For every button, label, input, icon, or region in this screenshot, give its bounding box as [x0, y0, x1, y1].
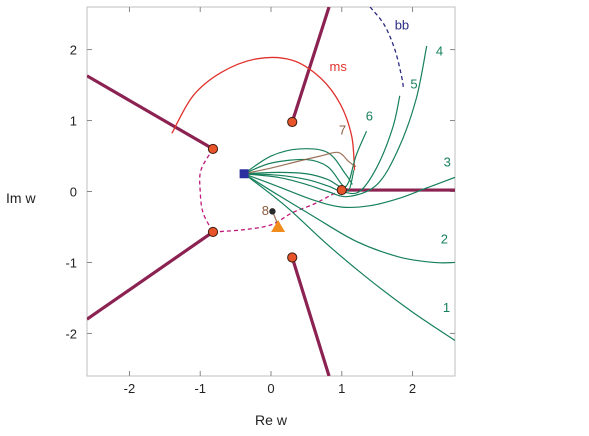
dot-marker [269, 208, 276, 215]
axis-ticks: -2 -1 0 1 2 -2 -1 0 1 2 [65, 7, 455, 396]
branch-point-2 [287, 116, 298, 128]
curve-labels: ms bb 4 5 6 7 3 8 2 1 [262, 18, 451, 315]
branch-cut-1 [87, 74, 214, 151]
x-tick-label: -1 [194, 381, 206, 396]
y-tick-label: 2 [70, 43, 77, 58]
branch-point-1 [207, 143, 219, 155]
curve-1 [243, 173, 455, 342]
curve-4 [244, 45, 428, 198]
curves [171, 7, 455, 342]
y-tick-label: -1 [65, 255, 77, 270]
branch-point-5 [207, 226, 219, 238]
curve-label-5: 5 [410, 77, 417, 92]
curve-6 [244, 130, 368, 188]
curve-label-7: 7 [339, 123, 346, 138]
curve-unnamed-3 [212, 189, 343, 233]
x-axis-title: Re w [255, 412, 288, 428]
y-axis-title: Im w [6, 190, 36, 206]
y-tick-label: 1 [70, 114, 77, 129]
curve-bb [369, 7, 404, 89]
curve-label-8: 8 [262, 203, 269, 218]
curve-3 [243, 173, 455, 209]
y-tick-label: 0 [70, 185, 77, 200]
branch-cut-2 [290, 7, 331, 123]
curve-label-6: 6 [366, 109, 373, 124]
x-tick-label: 2 [409, 381, 416, 396]
curve-unnamed-11 [243, 148, 353, 185]
x-tick-label: 0 [267, 381, 274, 396]
branch-cuts [87, 7, 455, 376]
x-tick-label: 1 [338, 381, 345, 396]
branch-point-3 [336, 184, 347, 196]
curve-label-bb: bb [395, 18, 409, 33]
curve-ms [171, 56, 356, 171]
branch-point-4 [287, 252, 298, 263]
curve-label-2: 2 [441, 231, 448, 246]
curve-7 [243, 151, 357, 175]
y-tick-label: -2 [65, 326, 77, 341]
curve-label-3: 3 [444, 155, 451, 170]
curve-label-ms: ms [330, 59, 348, 74]
source-square-marker [239, 169, 249, 179]
curve-unnamed-10 [243, 158, 355, 192]
curve-label-4: 4 [436, 43, 443, 58]
branch-cut-5 [87, 230, 214, 321]
curve-2 [243, 173, 455, 264]
branch-cut-4 [290, 257, 331, 376]
curve-5 [244, 95, 401, 195]
markers [207, 116, 347, 263]
triangle-marker [271, 219, 286, 232]
curve-label-1: 1 [443, 300, 450, 315]
x-tick-label: -2 [124, 381, 136, 396]
curve-unnamed-2 [199, 148, 214, 233]
